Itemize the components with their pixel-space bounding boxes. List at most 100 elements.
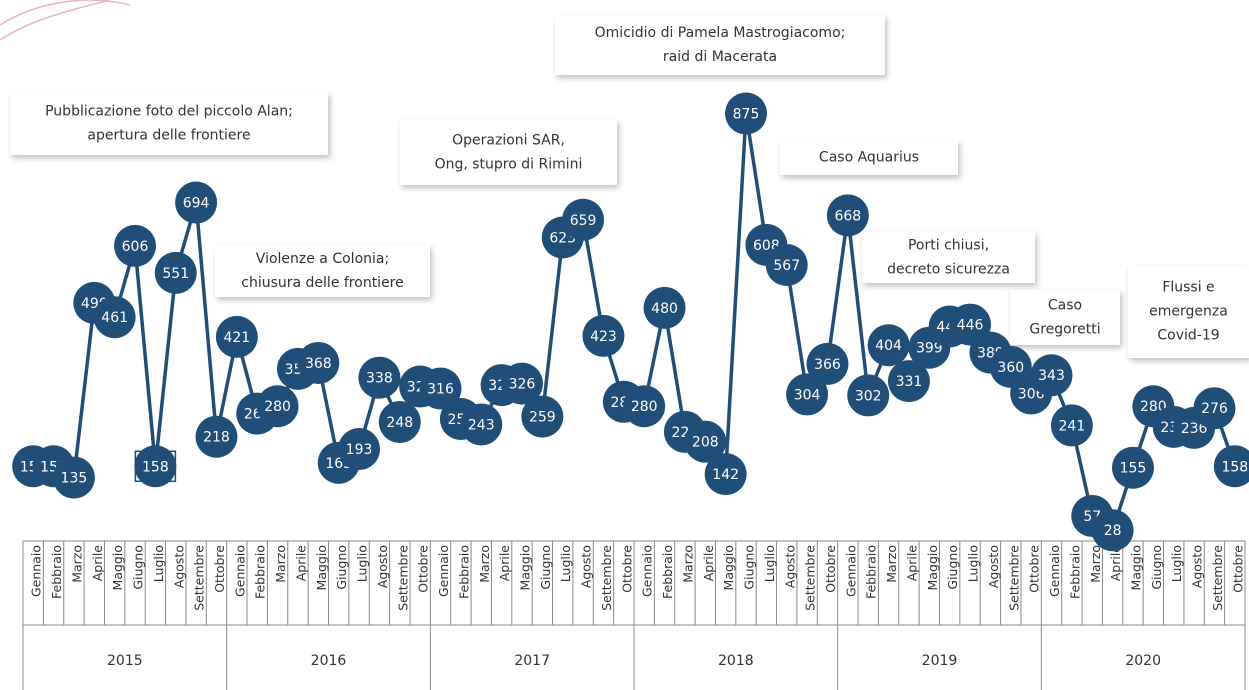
data-label: 316 [427,382,454,398]
data-label: 423 [590,329,617,345]
x-tick-label: Ottobre [212,545,227,593]
data-label: 551 [162,266,189,282]
x-tick-label: Maggio [721,545,736,590]
data-label: 158 [1221,459,1248,475]
x-tick-label: Luglio [558,545,573,582]
data-label: 875 [733,107,760,123]
x-tick-label: Settembre [1210,545,1225,611]
annotation-text: Covid-19 [1157,328,1219,344]
x-tick-label: Aprile [701,545,716,582]
x-tick-label: Aprile [90,545,105,582]
x-tick-label: Luglio [966,545,981,582]
x-tick-label: Febbraio [864,545,879,599]
annotation-box [400,120,617,185]
data-label: 304 [794,387,821,403]
year-label: 2018 [718,653,754,669]
data-label: 28 [1104,523,1122,539]
x-tick-label: Aprile [293,545,308,582]
x-tick-label: Marzo [1088,545,1103,583]
annotation-text: Gregoretti [1029,322,1100,338]
annotation-text: Flussi e [1162,280,1214,296]
data-label: 668 [834,208,861,224]
x-tick-label: Marzo [69,545,84,583]
annotation-text: Operazioni SAR, [452,133,565,149]
data-label: 606 [122,239,149,255]
x-tick-label: Gennaio [640,545,655,597]
data-label: 193 [346,442,373,458]
annotation-text: Ong, stupro di Rimini [435,157,583,173]
annotation-text: raid di Macerata [663,49,777,65]
year-label: 2019 [922,653,958,669]
x-tick-label: Luglio [355,545,370,582]
data-label: 135 [61,471,88,487]
data-label: 404 [875,338,902,354]
chart: Gennaio Febbraio Marzo Aprile Maggio Giugno Lu… [0,0,1249,690]
data-label: 446 [957,318,984,334]
annotation-text: decreto sicurezza [887,262,1010,278]
data-label: 243 [468,417,495,433]
x-tick-label: Maggio [517,545,532,590]
x-tick-label: Gennaio [232,545,247,597]
x-tick-label: Febbraio [456,545,471,599]
x-tick-label: Settembre [599,545,614,611]
data-label: 158 [142,459,169,475]
data-label: 360 [997,360,1024,376]
x-tick-label: Ottobre [416,545,431,593]
x-tick-label: Maggio [110,545,125,590]
x-tick-label: Ottobre [823,545,838,593]
annotation-text: Pubblicazione foto del piccolo Alan; [45,104,293,120]
data-label: 366 [814,357,841,373]
data-label: 368 [305,356,332,372]
x-tick-label: Gennaio [29,545,44,597]
annotation-text: Violenze a Colonia; [256,251,389,267]
x-tick-label: Agosto [782,545,797,588]
annotation-text: Omicidio di Pamela Mastrogiacomo; [595,25,846,41]
x-tick-label: Agosto [375,545,390,588]
data-label: 343 [1038,368,1065,384]
annotation-box [10,92,328,155]
x-tick-label: Maggio [314,545,329,590]
x-axis: Gennaio Febbraio Marzo Aprile Maggio Giugno Lu… [23,541,1245,690]
x-tick-label: Agosto [171,545,186,588]
x-tick-label: Luglio [1169,545,1184,582]
data-label: 338 [366,371,393,387]
data-label: 659 [570,213,597,229]
x-tick-label: Settembre [395,545,410,611]
x-tick-label: Ottobre [1230,545,1245,593]
annotation-text: Porti chiusi, [908,238,989,254]
x-tick-label: Giugno [945,545,960,590]
x-tick-label: Aprile [497,545,512,582]
data-label: 248 [386,415,413,431]
data-label: 241 [1059,418,1086,434]
x-tick-label: Giugno [131,545,146,590]
year-label: 2020 [1125,653,1161,669]
x-tick-label: Ottobre [1027,545,1042,593]
x-tick-label: Ottobre [619,545,634,593]
x-tick-label: Settembre [1006,545,1021,611]
annotation-text: apertura delle frontiere [87,128,250,144]
data-label: 421 [223,330,250,346]
data-label: 280 [264,399,291,415]
x-tick-label: Gennaio [1047,545,1062,597]
x-tick-label: Settembre [192,545,207,611]
x-tick-label: Giugno [538,545,553,590]
x-tick-label: Marzo [884,545,899,583]
data-label: 331 [896,374,923,390]
year-label: 2015 [107,653,143,669]
annotation-text: Caso [1048,298,1082,314]
x-tick-label: Luglio [151,545,166,582]
data-label: 208 [692,435,719,451]
x-tick-label: Giugno [742,545,757,590]
annotation-text: emergenza [1149,304,1228,320]
x-tick-label: Agosto [579,545,594,588]
annotation-box [555,15,885,75]
x-tick-label: Settembre [803,545,818,611]
x-tick-label: Marzo [273,545,288,583]
data-label: 259 [529,410,556,426]
x-tick-label: Luglio [762,545,777,582]
x-tick-label: Maggio [1128,545,1143,590]
x-tick-label: Marzo [680,545,695,583]
data-label: 461 [101,310,128,326]
x-tick-label: Agosto [1190,545,1205,588]
data-label: 276 [1201,401,1228,417]
